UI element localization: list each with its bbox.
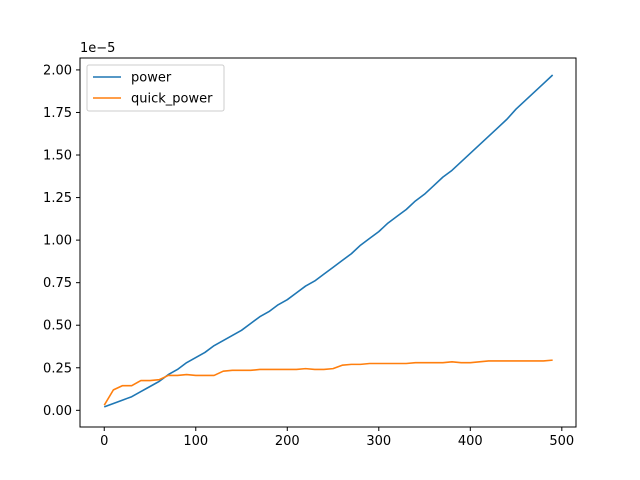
y-axis: 0.00 0.25 0.50 0.75 1.00 1.25 1.50 1.75 2.00 xyxy=(43,63,80,419)
legend: power quick_power xyxy=(86,64,225,112)
y-tick-label: 1.25 xyxy=(43,191,72,206)
legend-label: quick_power xyxy=(131,92,213,107)
x-tick-label: 500 xyxy=(549,434,574,449)
axes-frame xyxy=(79,57,577,428)
y-tick-label: 1.50 xyxy=(43,149,72,164)
x-axis: 0 100 200 300 400 500 xyxy=(100,427,574,449)
plot-area xyxy=(103,74,554,408)
x-tick-label: 100 xyxy=(183,434,208,449)
y-tick-label: 2.00 xyxy=(43,63,72,78)
y-tick-label: 0.00 xyxy=(43,404,72,419)
x-tick-label: 300 xyxy=(366,434,391,449)
y-tick-label: 0.75 xyxy=(43,276,72,291)
series-line-quick-power xyxy=(103,359,553,406)
x-tick-label: 0 xyxy=(100,434,108,449)
y-offset-label: 1e−5 xyxy=(80,41,115,56)
y-tick-label: 1.75 xyxy=(43,106,72,121)
y-tick-label: 0.50 xyxy=(43,319,72,334)
x-tick-label: 200 xyxy=(275,434,300,449)
legend-box xyxy=(86,64,225,112)
series-line-power xyxy=(103,74,554,408)
y-tick-label: 0.25 xyxy=(43,361,72,376)
x-tick-label: 400 xyxy=(458,434,483,449)
legend-label: power xyxy=(131,71,172,86)
y-tick-label: 1.00 xyxy=(43,234,72,249)
